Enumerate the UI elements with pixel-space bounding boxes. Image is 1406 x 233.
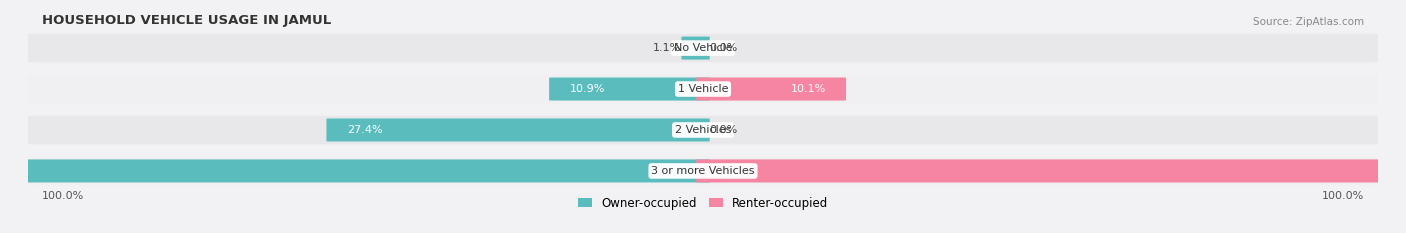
Text: 100.0%: 100.0% (42, 191, 84, 201)
FancyBboxPatch shape (14, 75, 1392, 103)
Text: 10.1%: 10.1% (790, 84, 825, 94)
FancyBboxPatch shape (14, 116, 1392, 144)
Text: 100.0%: 100.0% (1322, 191, 1364, 201)
FancyBboxPatch shape (14, 157, 1392, 185)
FancyBboxPatch shape (326, 118, 710, 141)
Text: 0.0%: 0.0% (710, 43, 738, 53)
Text: 10.9%: 10.9% (569, 84, 605, 94)
FancyBboxPatch shape (550, 78, 710, 101)
FancyBboxPatch shape (682, 37, 710, 60)
Text: 1 Vehicle: 1 Vehicle (678, 84, 728, 94)
Text: 2 Vehicles: 2 Vehicles (675, 125, 731, 135)
Legend: Owner-occupied, Renter-occupied: Owner-occupied, Renter-occupied (578, 197, 828, 210)
FancyBboxPatch shape (0, 159, 710, 182)
FancyBboxPatch shape (14, 34, 1392, 62)
Text: Source: ZipAtlas.com: Source: ZipAtlas.com (1253, 17, 1364, 27)
Text: 27.4%: 27.4% (347, 125, 382, 135)
Text: No Vehicle: No Vehicle (673, 43, 733, 53)
FancyBboxPatch shape (696, 78, 846, 101)
FancyBboxPatch shape (696, 159, 1406, 182)
Text: 0.0%: 0.0% (710, 125, 738, 135)
Text: HOUSEHOLD VEHICLE USAGE IN JAMUL: HOUSEHOLD VEHICLE USAGE IN JAMUL (42, 14, 330, 27)
Text: 3 or more Vehicles: 3 or more Vehicles (651, 166, 755, 176)
Text: 1.1%: 1.1% (654, 43, 682, 53)
